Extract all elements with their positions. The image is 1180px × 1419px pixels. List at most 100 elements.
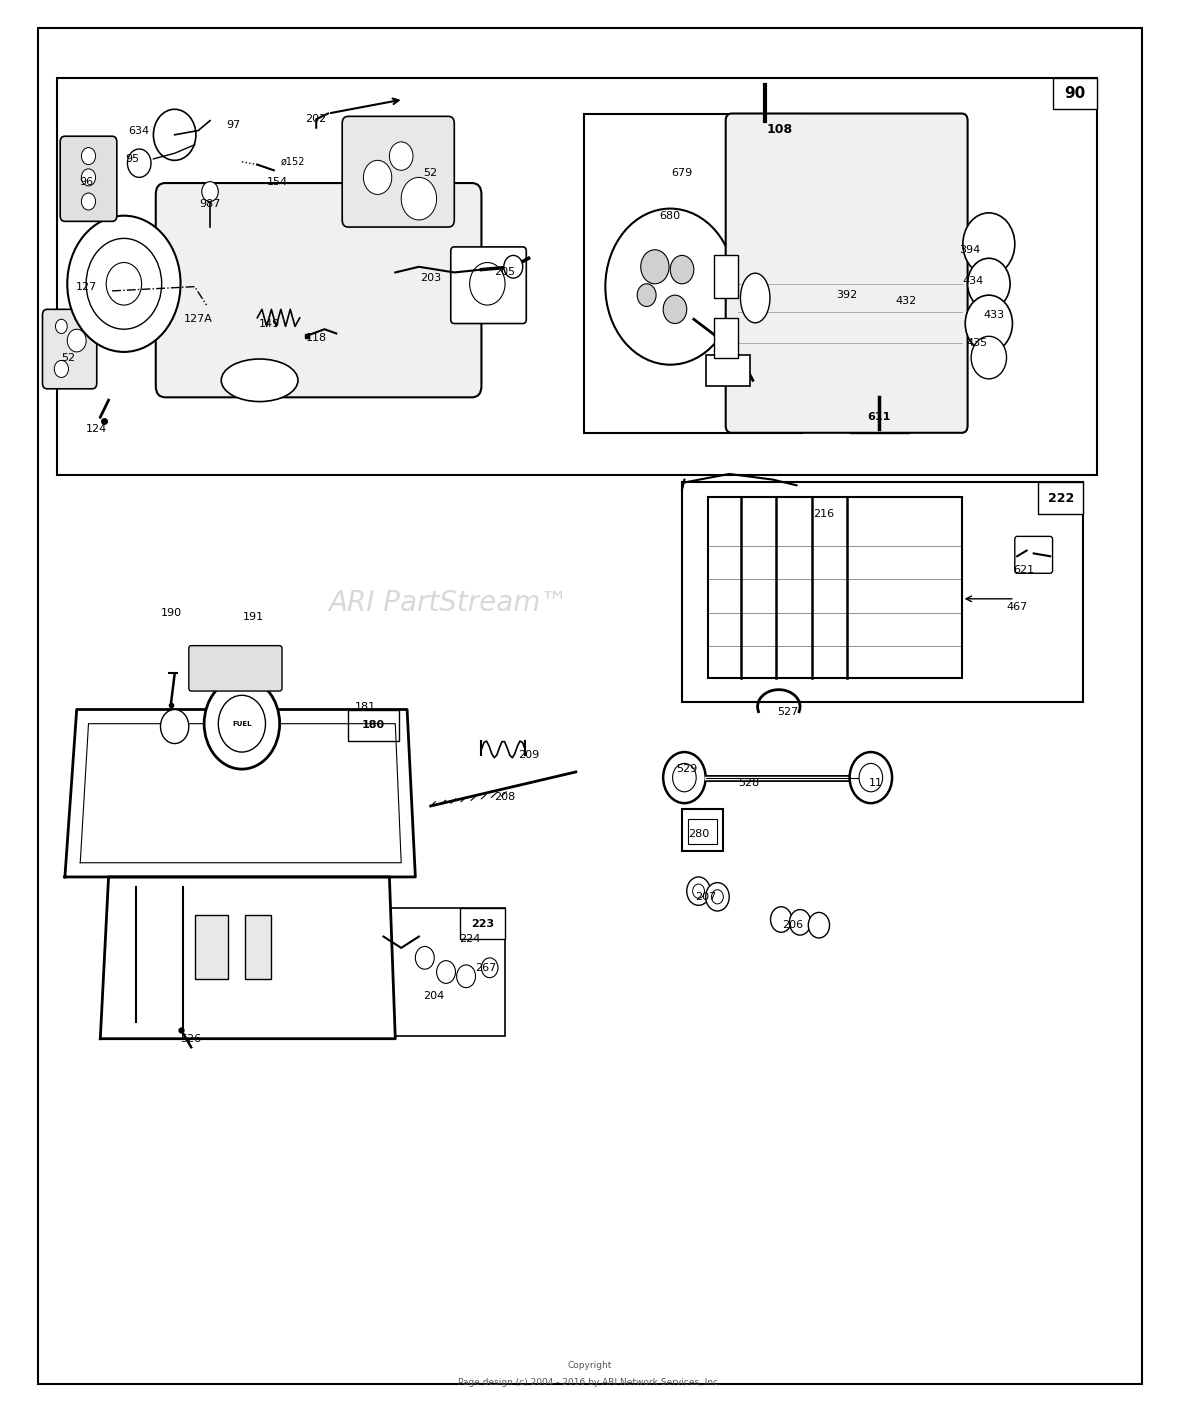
Circle shape	[663, 295, 687, 324]
Circle shape	[54, 360, 68, 377]
Text: 680: 680	[660, 210, 681, 221]
Bar	[348, 710, 399, 741]
Text: ø152: ø152	[281, 156, 304, 167]
Circle shape	[127, 149, 151, 177]
Text: 209: 209	[518, 749, 539, 761]
Bar	[1038, 482, 1083, 514]
Text: 118: 118	[306, 332, 327, 343]
Text: 467: 467	[1007, 602, 1028, 613]
Circle shape	[81, 169, 96, 186]
Circle shape	[67, 216, 181, 352]
Bar	[706, 355, 750, 386]
Text: 621: 621	[1014, 565, 1035, 576]
Bar	[714, 318, 738, 358]
Circle shape	[771, 907, 792, 932]
Text: 433: 433	[983, 309, 1004, 321]
Text: 127: 127	[76, 281, 97, 292]
Circle shape	[971, 336, 1007, 379]
Text: 202: 202	[306, 114, 327, 125]
Text: 95: 95	[125, 153, 139, 165]
Text: Copyright: Copyright	[568, 1361, 612, 1369]
Text: 223: 223	[471, 918, 494, 929]
FancyBboxPatch shape	[42, 309, 97, 389]
Text: 97: 97	[227, 119, 241, 131]
Circle shape	[55, 319, 67, 333]
Text: 180: 180	[362, 719, 385, 731]
FancyBboxPatch shape	[189, 646, 282, 691]
Text: ARI PartStream™: ARI PartStream™	[328, 589, 569, 617]
FancyBboxPatch shape	[1015, 536, 1053, 573]
Text: 124: 124	[86, 423, 107, 434]
Text: 181: 181	[355, 701, 376, 712]
Text: 394: 394	[959, 244, 981, 255]
Text: 529: 529	[676, 763, 697, 775]
Text: 96: 96	[79, 176, 93, 187]
Circle shape	[859, 763, 883, 792]
Text: 154: 154	[267, 176, 288, 187]
Circle shape	[504, 255, 523, 278]
Bar	[682, 482, 1083, 702]
Circle shape	[641, 250, 669, 284]
Circle shape	[850, 752, 892, 803]
Text: FUEL: FUEL	[232, 721, 251, 727]
Text: 90: 90	[1064, 87, 1086, 101]
Circle shape	[437, 961, 455, 983]
Circle shape	[202, 182, 218, 201]
Text: 392: 392	[837, 289, 858, 301]
Circle shape	[81, 193, 96, 210]
Text: 204: 204	[424, 990, 445, 1002]
Text: 203: 203	[420, 272, 441, 284]
Circle shape	[670, 255, 694, 284]
Polygon shape	[65, 710, 415, 877]
Circle shape	[106, 263, 142, 305]
Text: 435: 435	[966, 338, 988, 349]
Circle shape	[67, 329, 86, 352]
Bar	[245, 915, 271, 979]
Text: 206: 206	[782, 920, 804, 931]
Text: 224: 224	[459, 934, 480, 945]
Text: 267: 267	[476, 962, 497, 973]
Text: 611: 611	[867, 412, 891, 423]
Text: 432: 432	[896, 295, 917, 307]
Circle shape	[965, 295, 1012, 352]
Bar	[584, 114, 802, 433]
Circle shape	[415, 946, 434, 969]
Text: 987: 987	[199, 199, 221, 210]
Text: 526: 526	[181, 1033, 202, 1044]
Circle shape	[968, 258, 1010, 309]
Bar	[460, 908, 505, 939]
Text: 108: 108	[767, 122, 793, 136]
FancyBboxPatch shape	[726, 114, 968, 433]
Circle shape	[963, 213, 1015, 275]
Circle shape	[470, 263, 505, 305]
FancyBboxPatch shape	[342, 116, 454, 227]
Polygon shape	[100, 877, 395, 1039]
Text: 191: 191	[243, 612, 264, 623]
Text: 434: 434	[963, 275, 984, 287]
Circle shape	[160, 710, 189, 744]
Text: 679: 679	[671, 167, 693, 179]
Bar	[758, 114, 802, 145]
Text: 190: 190	[160, 607, 182, 619]
Ellipse shape	[741, 272, 769, 322]
Circle shape	[673, 763, 696, 792]
Circle shape	[808, 912, 830, 938]
Text: 527: 527	[778, 707, 799, 718]
Circle shape	[605, 209, 735, 365]
Bar	[1053, 78, 1097, 109]
Bar	[195, 915, 228, 979]
Circle shape	[153, 109, 196, 160]
Circle shape	[86, 238, 162, 329]
Bar	[714, 255, 738, 298]
Bar	[850, 402, 909, 433]
Text: 528: 528	[739, 778, 760, 789]
Text: 216: 216	[813, 508, 834, 519]
Circle shape	[712, 890, 723, 904]
Bar	[57, 78, 1097, 475]
Text: 280: 280	[688, 829, 709, 840]
Text: 149: 149	[258, 318, 280, 329]
Text: 11: 11	[868, 778, 883, 789]
Text: 205: 205	[494, 267, 516, 278]
Bar	[708, 497, 962, 678]
FancyBboxPatch shape	[156, 183, 481, 397]
